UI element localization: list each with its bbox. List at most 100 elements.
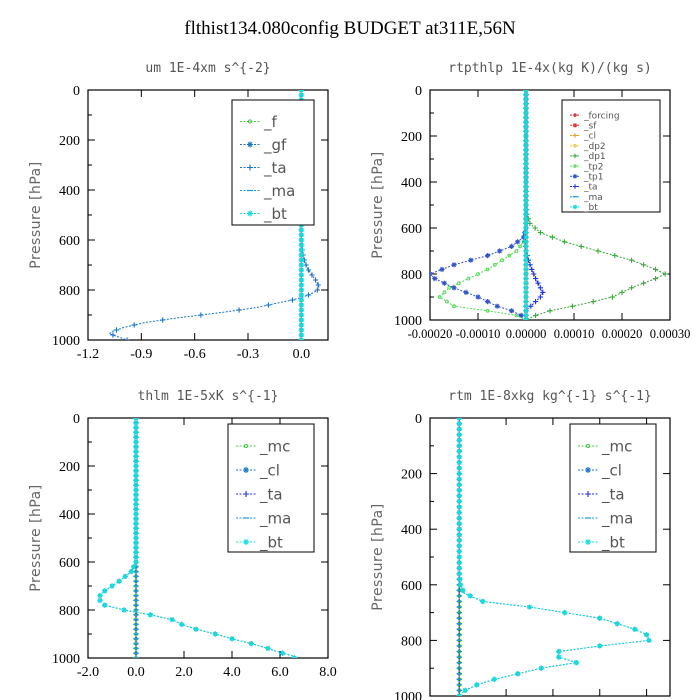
series-bt <box>456 418 652 696</box>
marker-star <box>515 671 521 677</box>
y-tick-label: 0 <box>73 412 80 427</box>
marker-star <box>298 242 304 248</box>
marker-star <box>523 239 529 245</box>
marker-star <box>538 665 544 671</box>
marker-circle <box>452 304 456 309</box>
marker-star <box>133 549 139 555</box>
marker-star <box>497 248 503 254</box>
marker-star <box>518 312 524 318</box>
marker-star <box>523 179 529 185</box>
x-tick-label: -1.2 <box>77 347 99 362</box>
legend-label: _ta <box>601 485 625 504</box>
y-tick-label: 400 <box>59 508 80 523</box>
marker-plus <box>243 491 249 497</box>
y-tick-label: 600 <box>401 222 422 237</box>
marker-star <box>298 92 304 98</box>
series-tp1 <box>430 90 529 320</box>
marker-star <box>523 289 529 295</box>
x-tick-label: 0.0 <box>127 665 145 680</box>
marker-star <box>133 506 139 512</box>
marker-circle <box>485 267 490 272</box>
marker-circle <box>476 272 480 276</box>
y-tick-label: 1000 <box>52 334 80 349</box>
marker-plus <box>131 322 137 328</box>
marker-star <box>523 174 529 180</box>
marker-star <box>523 92 529 98</box>
marker-star <box>298 327 304 333</box>
marker-star <box>523 207 529 213</box>
marker-star <box>133 453 139 459</box>
y-tick-label: 200 <box>59 460 80 475</box>
marker-star <box>485 253 491 259</box>
y-tick-label: 400 <box>59 184 80 199</box>
marker-star <box>298 322 304 328</box>
marker-plus <box>531 271 537 277</box>
marker-star <box>523 280 529 286</box>
marker-star <box>229 636 235 642</box>
marker-plus <box>533 312 539 318</box>
marker-star <box>523 133 529 139</box>
marker-plus <box>572 184 578 189</box>
legend-label: _ma <box>583 193 603 203</box>
marker-star <box>456 471 462 477</box>
y-tick-label: 0 <box>415 84 422 99</box>
y-tick-label: 400 <box>401 523 422 538</box>
legend-label: _mc <box>601 437 632 456</box>
marker-star <box>572 123 578 128</box>
marker-star <box>298 317 304 323</box>
marker-star <box>523 105 529 111</box>
marker-star <box>133 516 139 522</box>
marker-star <box>456 420 462 427</box>
legend-label: _cl <box>583 132 596 142</box>
marker-star <box>562 610 568 616</box>
legend-label: _bt <box>263 205 287 224</box>
marker-plus <box>312 277 319 283</box>
marker-star <box>121 607 127 613</box>
marker-star <box>298 237 304 243</box>
marker-star <box>430 271 433 277</box>
marker-star <box>298 282 304 288</box>
y-axis-label: Pressure [hPa] <box>370 151 386 258</box>
marker-plus <box>572 153 578 159</box>
legend-label: _gf <box>263 136 287 155</box>
marker-star <box>291 655 297 658</box>
legend-box <box>569 423 657 553</box>
marker-star <box>133 418 139 421</box>
marker-plus <box>529 266 535 272</box>
legend-label: _ma <box>601 509 633 528</box>
marker-star <box>523 151 529 157</box>
marker-star <box>523 142 529 148</box>
marker-star <box>491 676 497 682</box>
marker-plus <box>595 248 601 254</box>
panel-title: thlm 1E-5xK s^{-1} <box>138 389 279 404</box>
marker-star <box>456 493 462 499</box>
marker-star <box>298 287 304 293</box>
marker-star <box>133 521 139 527</box>
marker-star <box>523 303 529 309</box>
marker-star <box>298 90 304 93</box>
marker-star <box>456 437 462 443</box>
marker-plus <box>315 282 321 288</box>
marker-star <box>632 626 638 632</box>
marker-star <box>128 569 134 575</box>
marker-star <box>523 197 529 203</box>
marker-star <box>133 425 139 431</box>
marker-star <box>133 559 139 565</box>
marker-plus <box>305 267 312 273</box>
marker-star <box>523 110 529 116</box>
marker-star <box>523 161 529 167</box>
x-tick-label: 0.00000 <box>506 327 547 341</box>
marker-star <box>523 285 529 291</box>
marker-star <box>298 267 304 273</box>
marker-star <box>523 308 529 314</box>
series-group <box>97 418 297 658</box>
marker-plus <box>585 491 591 497</box>
legend-label: _bt <box>601 533 625 552</box>
marker-star <box>523 312 529 318</box>
marker-plus <box>549 234 555 240</box>
marker-star <box>169 617 175 623</box>
x-tick-label: -0.3 <box>237 347 259 362</box>
marker-star <box>456 426 462 432</box>
marker-circle <box>518 244 522 249</box>
marker-plus <box>572 133 578 138</box>
